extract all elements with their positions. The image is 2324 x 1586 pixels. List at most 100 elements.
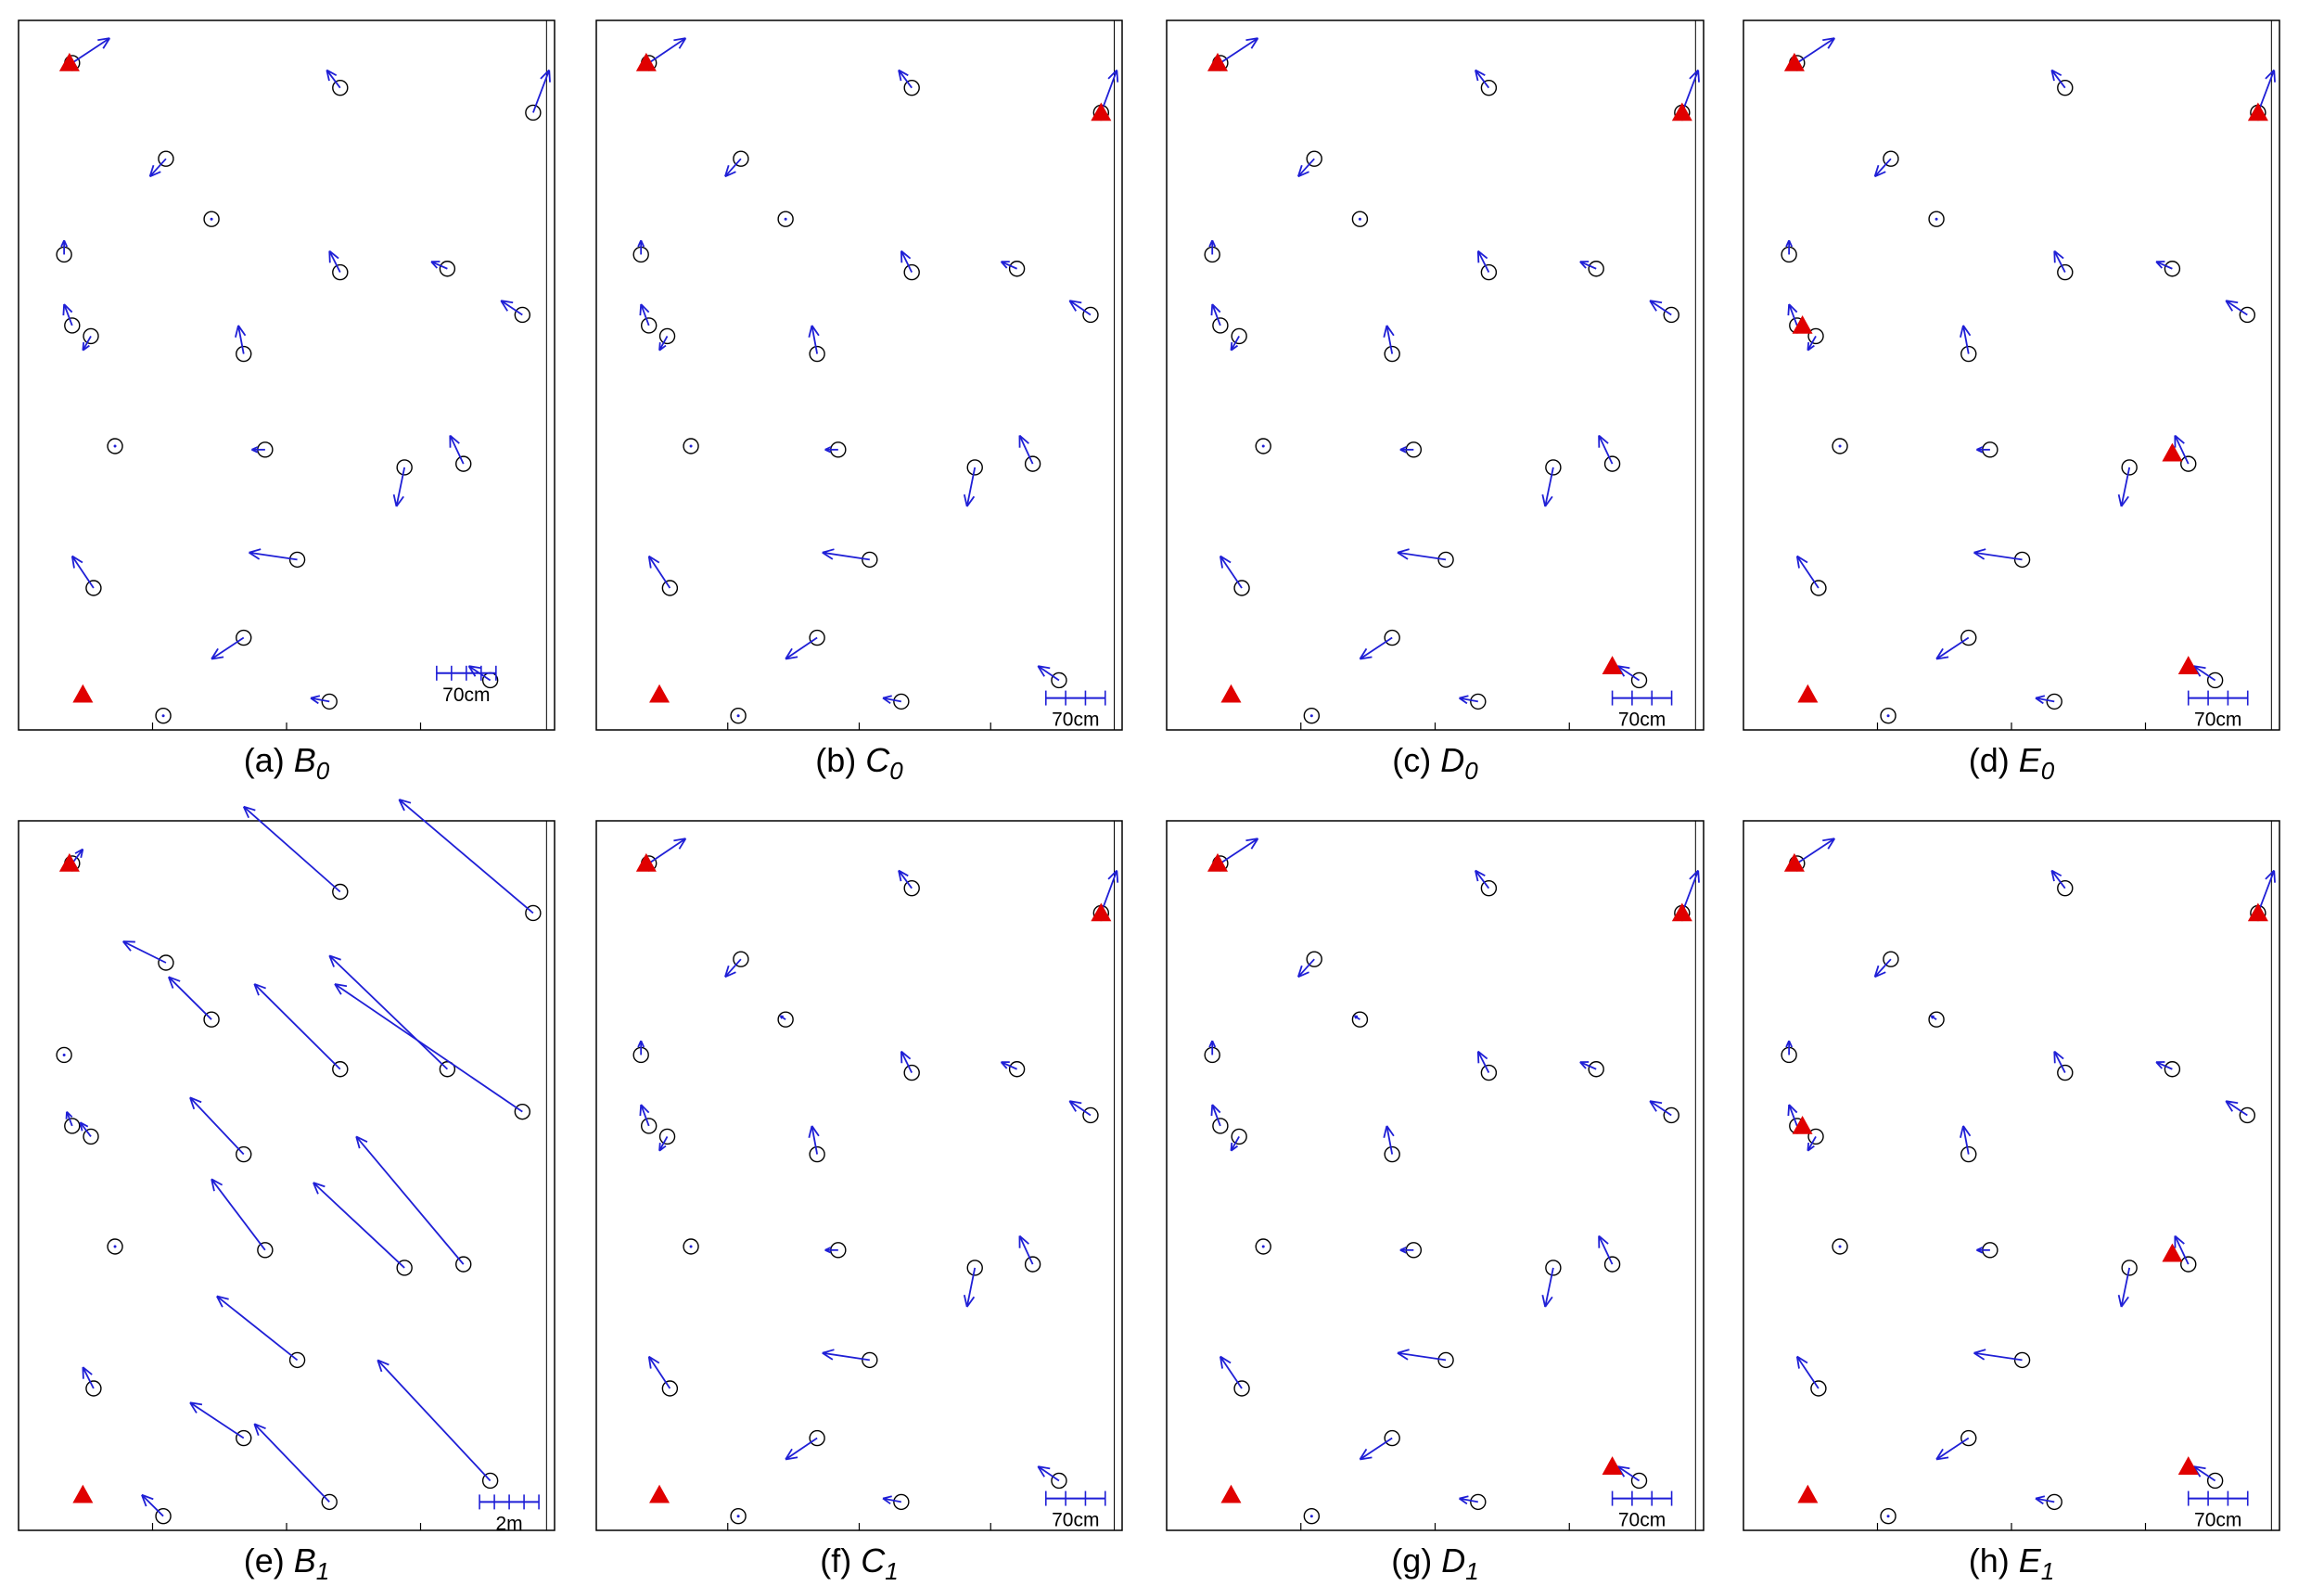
- displacement-arrow: [648, 838, 687, 864]
- point-marker: [481, 1472, 499, 1490]
- displacement-arrow: [648, 37, 687, 64]
- point-marker: [658, 327, 676, 345]
- point-marker: [1832, 438, 1848, 454]
- point-marker: [1630, 671, 1648, 689]
- point-marker: [2206, 1472, 2224, 1490]
- anchor-triangle-icon: [1220, 1484, 1242, 1503]
- displacement-arrow: [1208, 1040, 1217, 1055]
- displacement-arrow: [328, 954, 449, 1070]
- displacement-arrow: [898, 69, 913, 89]
- point-marker: [1437, 551, 1454, 569]
- displacement-dot: [736, 714, 740, 718]
- displacement-arrow: [647, 1355, 671, 1389]
- point-marker: [1810, 580, 1827, 596]
- displacement-arrow: [1230, 1135, 1240, 1152]
- point-marker: [1480, 263, 1498, 281]
- point-marker: [83, 327, 99, 345]
- displacement-arrow: [1230, 335, 1240, 352]
- point-marker: [2057, 1064, 2074, 1081]
- point-marker: [155, 1507, 172, 1525]
- scale-bar: 70cm: [1044, 690, 1106, 731]
- point-marker: [809, 345, 825, 363]
- scale-bar-label: 70cm: [1052, 710, 1099, 731]
- point-marker: [1255, 1238, 1271, 1255]
- displacement-arrow: [1383, 325, 1395, 354]
- point-marker: [1384, 1145, 1400, 1163]
- caption-subscript: 0: [2041, 757, 2055, 785]
- point-marker: [2057, 879, 2074, 897]
- displacement-arrow: [1973, 1349, 2023, 1362]
- point-marker: [658, 1128, 676, 1145]
- displacement-arrow: [2035, 695, 2055, 705]
- displacement-arrow: [334, 983, 523, 1113]
- anchor-triangle-icon: [1671, 102, 1692, 122]
- displacement-arrow: [1475, 69, 1490, 89]
- point-marker: [2057, 79, 2074, 96]
- point-marker: [661, 1380, 679, 1397]
- displacement-arrow: [82, 335, 92, 352]
- anchor-triangle-icon: [2247, 902, 2268, 922]
- caption-subscript: 0: [889, 757, 903, 785]
- point-marker: [1663, 1106, 1679, 1124]
- displacement-arrow: [1976, 1247, 1990, 1254]
- panel-caption: (c) D0: [1392, 741, 1478, 785]
- point-marker: [1306, 951, 1322, 967]
- scale-bar-label: 70cm: [1618, 710, 1666, 731]
- displacement-arrow: [1219, 37, 1259, 64]
- point-marker: [158, 954, 174, 971]
- point-marker: [1303, 1507, 1321, 1525]
- displacement-arrow: [1100, 869, 1119, 914]
- scale-bar: 70cm: [1044, 1490, 1106, 1531]
- point-marker: [2239, 1106, 2256, 1124]
- point-marker: [903, 79, 920, 96]
- displacement-arrow: [2174, 1234, 2190, 1265]
- displacement-arrow: [637, 1040, 645, 1055]
- point-marker: [2206, 671, 2224, 689]
- displacement-arrow: [1399, 446, 1414, 454]
- point-marker: [2164, 1061, 2181, 1078]
- anchor-triangle-icon: [58, 852, 80, 872]
- displacement-dot: [1838, 444, 1842, 448]
- point-marker: [1303, 708, 1321, 724]
- displacement-arrow: [1296, 158, 1315, 178]
- displacement-dot: [1358, 217, 1361, 221]
- displacement-arrow: [1795, 555, 1820, 589]
- point-marker: [2180, 455, 2197, 472]
- point-marker: [1960, 1429, 1977, 1447]
- panel-frame: [1166, 19, 1705, 731]
- displacement-arrow: [2155, 1061, 2173, 1070]
- scale-bar: 70cm: [2187, 1490, 2249, 1531]
- point-marker: [733, 951, 749, 967]
- point-marker: [1470, 1493, 1487, 1511]
- point-marker: [321, 1493, 338, 1511]
- point-marker: [514, 306, 531, 324]
- point-marker: [661, 580, 679, 596]
- displacement-arrow: [355, 1135, 465, 1265]
- displacement-dot: [1261, 1245, 1265, 1248]
- point-marker: [683, 438, 699, 454]
- displacement-arrow: [1296, 958, 1315, 978]
- point-marker: [1928, 1011, 1945, 1028]
- panel-e: 2m (e) B1: [18, 799, 555, 1585]
- point-marker: [1255, 438, 1271, 454]
- displacement-arrow: [824, 1247, 838, 1254]
- displacement-dot: [113, 444, 117, 448]
- displacement-arrow: [211, 636, 245, 660]
- displacement-arrow: [1359, 1437, 1393, 1461]
- point-marker: [1082, 1106, 1099, 1124]
- point-marker: [203, 1011, 220, 1028]
- point-marker: [257, 1242, 274, 1259]
- displacement-dot: [689, 1245, 693, 1248]
- displacement-arrow: [310, 695, 330, 705]
- point-marker: [1480, 879, 1498, 897]
- displacement-arrow: [1037, 1465, 1060, 1482]
- displacement-arrow: [1068, 300, 1092, 316]
- anchor-triangle-icon: [649, 1484, 670, 1503]
- displacement-arrow: [2053, 249, 2066, 273]
- scale-bar-label: 70cm: [1052, 1510, 1099, 1531]
- point-marker: [64, 317, 81, 334]
- scale-bar-label: 70cm: [1618, 1510, 1666, 1531]
- point-marker: [1231, 327, 1247, 345]
- panel-a: 70cm (a) B0: [18, 19, 555, 785]
